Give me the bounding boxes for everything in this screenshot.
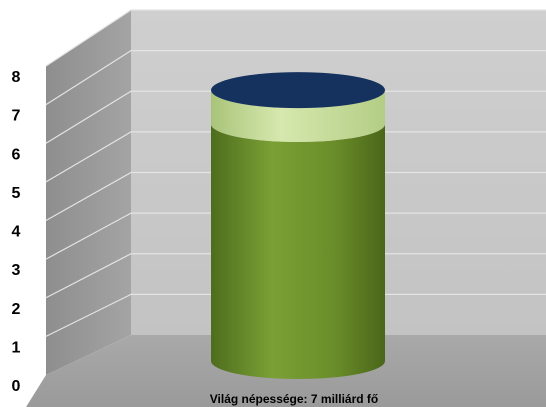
side-wall bbox=[46, 10, 131, 375]
gridline bbox=[45, 131, 546, 183]
gridline bbox=[45, 171, 546, 222]
cylinder-segment bbox=[210, 90, 385, 142]
x-axis-categories: Világ népessége: 7 milliárd fő bbox=[210, 392, 379, 406]
gridline bbox=[45, 293, 546, 337]
y-tick-label: 3 bbox=[12, 262, 21, 279]
y-tick-label: 0 bbox=[12, 378, 21, 395]
y-tick-label: 7 bbox=[12, 108, 21, 125]
y-axis-ticks: 0 1 2 3 4 5 6 7 8 bbox=[12, 69, 21, 395]
gridline bbox=[45, 212, 546, 260]
gridline bbox=[45, 50, 546, 106]
y-tick-label: 8 bbox=[12, 69, 21, 86]
y-tick-label: 4 bbox=[12, 224, 21, 241]
y-tick-label: 2 bbox=[12, 301, 21, 318]
y-tick-label: 5 bbox=[12, 185, 21, 202]
cylinder-top bbox=[211, 72, 385, 109]
gridline bbox=[45, 253, 546, 299]
cylinder-segment bbox=[210, 123, 385, 380]
y-tick-label: 6 bbox=[12, 146, 21, 163]
gridline bbox=[45, 9, 546, 67]
gridlines bbox=[45, 9, 546, 337]
category-label: Világ népessége: 7 milliárd fő bbox=[210, 392, 379, 406]
gridline bbox=[45, 90, 546, 144]
y-tick-label: 1 bbox=[12, 339, 21, 356]
data-bars bbox=[210, 72, 385, 380]
